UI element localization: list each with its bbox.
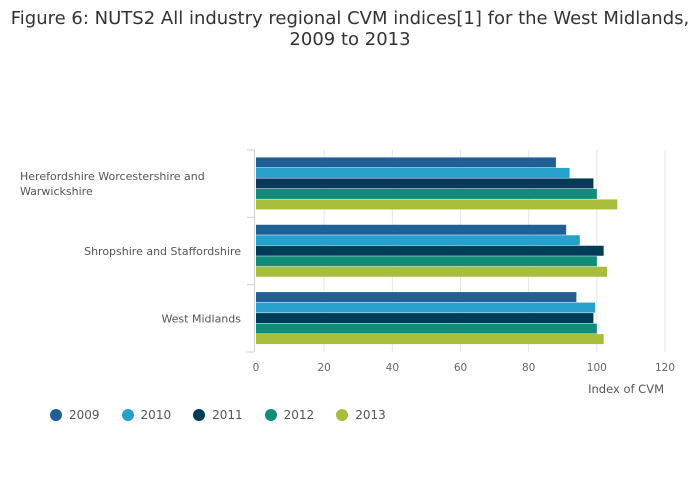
legend-label-2010: 2010 bbox=[140, 408, 172, 422]
x-tick-label-80: 80 bbox=[522, 362, 535, 374]
bar-2009-1 bbox=[256, 224, 567, 235]
bar-2013-0 bbox=[256, 199, 618, 210]
legend-marker-2011 bbox=[193, 409, 206, 421]
x-tick-label-20: 20 bbox=[317, 362, 330, 374]
bar-chart: Herefordshire Worcestershire and Warwicks… bbox=[20, 149, 675, 396]
bar-2010-1 bbox=[256, 235, 580, 246]
legend: 2009 2010 2011 2012 2013 bbox=[50, 408, 408, 422]
legend-label-2012: 2012 bbox=[283, 408, 315, 422]
bar-2013-2 bbox=[256, 334, 604, 345]
legend-marker-2012 bbox=[264, 409, 277, 421]
bar-2009-0 bbox=[256, 157, 556, 168]
legend-item-2013[interactable]: 2013 bbox=[336, 408, 386, 422]
legend-item-2009[interactable]: 2009 bbox=[50, 408, 100, 422]
chart-title-line-2: 2009 to 2013 bbox=[289, 29, 411, 50]
bar-2010-2 bbox=[256, 302, 596, 313]
bar-2012-1 bbox=[256, 256, 597, 267]
y-axis: Herefordshire Worcestershire and Warwicks… bbox=[20, 149, 255, 353]
bars bbox=[256, 157, 618, 345]
legend-item-2011[interactable]: 2011 bbox=[193, 408, 243, 422]
legend-item-2012[interactable]: 2012 bbox=[264, 408, 315, 422]
chart-title: Figure 6: NUTS2 All industry regional CV… bbox=[0, 8, 700, 50]
legend-marker-2009 bbox=[50, 409, 62, 421]
legend-marker-2013 bbox=[336, 409, 349, 421]
y-category-label-1: Shropshire and Staffordshire bbox=[84, 245, 241, 258]
x-axis-title: Index of CVM bbox=[588, 382, 664, 396]
chart-title-line-1: Figure 6: NUTS2 All industry regional CV… bbox=[10, 8, 690, 29]
y-category-label-0: Herefordshire Worcestershire and Warwicks… bbox=[20, 170, 205, 198]
bar-2013-1 bbox=[256, 266, 608, 277]
legend-item-2010[interactable]: 2010 bbox=[121, 408, 172, 422]
x-tick-label-120: 120 bbox=[655, 362, 675, 374]
legend-marker-2010 bbox=[121, 409, 134, 421]
y-category-label-2: West Midlands bbox=[161, 312, 241, 325]
legend-label-2009: 2009 bbox=[69, 408, 100, 422]
bar-2009-2 bbox=[256, 292, 577, 303]
bar-2011-2 bbox=[256, 313, 594, 324]
bar-2012-0 bbox=[256, 188, 597, 199]
x-tick-label-60: 60 bbox=[454, 362, 467, 374]
x-tick-label-40: 40 bbox=[386, 362, 399, 374]
bar-2010-0 bbox=[256, 167, 570, 178]
x-tick-label-100: 100 bbox=[587, 362, 607, 374]
legend-label-2011: 2011 bbox=[212, 408, 243, 422]
x-tick-label-0: 0 bbox=[253, 362, 260, 374]
x-axis: 0 20 40 60 80 100 120 Index of CVM bbox=[253, 362, 675, 396]
bar-2012-2 bbox=[256, 323, 597, 334]
bar-2011-0 bbox=[256, 178, 594, 189]
legend-label-2013: 2013 bbox=[355, 408, 386, 422]
bar-2011-1 bbox=[256, 245, 604, 256]
